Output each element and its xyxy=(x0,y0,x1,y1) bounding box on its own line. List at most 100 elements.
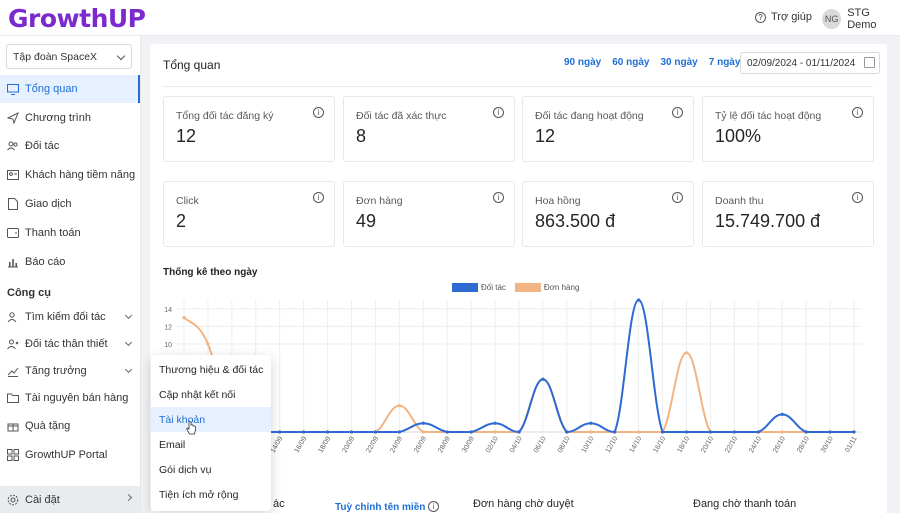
stat-label: Tỷ lệ đối tác hoạt động xyxy=(715,110,822,122)
user-menu[interactable]: NG STG Demo xyxy=(822,7,900,31)
range-60-link[interactable]: 60 ngày xyxy=(612,57,650,68)
monitor-icon xyxy=(7,83,19,95)
trend-icon xyxy=(7,365,19,377)
id-card-icon xyxy=(7,169,19,181)
info-icon[interactable]: i xyxy=(672,192,683,203)
card-title-partial: ác xyxy=(273,498,285,510)
info-icon[interactable]: i xyxy=(493,107,504,118)
stat-label: Hoa hồng xyxy=(535,195,581,207)
x-tick-label: 08/10 xyxy=(557,435,572,454)
x-tick-label: 20/10 xyxy=(700,435,715,454)
data-point xyxy=(302,430,306,434)
x-tick-label: 26/09 xyxy=(413,435,428,454)
info-icon[interactable]: i xyxy=(852,107,863,118)
user-name: STG Demo xyxy=(847,7,877,31)
data-point xyxy=(756,430,760,434)
menu-item-extensions[interactable]: Tiện ích mở rộng xyxy=(159,488,239,501)
data-point xyxy=(397,430,401,434)
sidebar-item-leads[interactable]: Khách hàng tiềm năng xyxy=(0,161,140,189)
date-range-picker[interactable]: 02/09/2024 - 01/11/2024 xyxy=(740,52,880,74)
stat-card: Tổng đối tác đăng ký 12 i xyxy=(163,96,335,162)
help-link[interactable]: ? Trợ giúp xyxy=(755,11,812,23)
org-select[interactable]: Tập đoàn SpaceX xyxy=(6,44,132,69)
data-point xyxy=(637,430,641,434)
users-icon xyxy=(7,140,19,152)
data-point xyxy=(589,430,593,434)
stat-card: Doanh thu 15.749.700 đ i xyxy=(702,181,874,247)
sidebar-item-overview[interactable]: Tổng quan xyxy=(0,75,140,103)
chevron-down-icon xyxy=(116,51,126,61)
data-point xyxy=(421,421,425,425)
x-tick-label: 22/09 xyxy=(365,435,380,454)
sidebar-item-label: Quà tặng xyxy=(25,420,71,432)
stat-label: Đối tác đã xác thực xyxy=(356,110,447,122)
x-tick-label: 24/10 xyxy=(748,435,763,454)
sidebar-item-label: Đối tác xyxy=(25,140,60,152)
help-label: Trợ giúp xyxy=(771,11,813,23)
sidebar-item-find-partners[interactable]: Tìm kiếm đối tác xyxy=(0,303,140,331)
info-icon[interactable]: i xyxy=(493,192,504,203)
stat-label: Tổng đối tác đăng ký xyxy=(176,110,274,122)
user-search-icon xyxy=(7,311,19,323)
range-90-link[interactable]: 90 ngày xyxy=(564,57,602,68)
menu-item-update-connection[interactable]: Cập nhật kết nối xyxy=(159,388,236,401)
sidebar-item-transactions[interactable]: Giao dịch xyxy=(0,190,140,218)
data-point xyxy=(278,430,282,434)
legend-swatch xyxy=(514,283,541,293)
sidebar-item-label: Chương trình xyxy=(25,112,91,124)
range-7-link[interactable]: 7 ngày xyxy=(708,57,741,68)
info-icon[interactable]: i xyxy=(428,501,439,512)
data-point xyxy=(852,430,856,434)
data-point xyxy=(708,430,713,434)
data-point xyxy=(637,298,641,302)
menu-item-brand-partners[interactable]: Thương hiệu & đối tác xyxy=(159,363,264,376)
data-point xyxy=(421,430,425,434)
stat-value: 12 xyxy=(535,126,556,146)
info-icon[interactable]: i xyxy=(672,107,683,118)
sidebar-item-reports[interactable]: Báo cáo xyxy=(0,248,140,276)
gear-icon xyxy=(7,494,19,506)
data-point xyxy=(565,430,569,434)
sidebar-item-label: Cài đặt xyxy=(25,493,60,506)
data-point xyxy=(493,430,497,434)
info-icon[interactable]: i xyxy=(313,107,324,118)
custom-domain-link[interactable]: Tuỳ chỉnh tên miền xyxy=(335,502,426,513)
legend-item-partners[interactable]: Đối tác xyxy=(452,283,506,293)
sidebar-item-programs[interactable]: Chương trình xyxy=(0,104,140,132)
org-select-value: Tập đoàn SpaceX xyxy=(13,51,98,63)
stat-label: Click xyxy=(176,195,199,207)
growthup-logo[interactable]: GrowthUP xyxy=(8,4,146,33)
sidebar-item-growth[interactable]: Tăng trưởng xyxy=(0,357,140,385)
stat-value: 100% xyxy=(715,126,762,146)
sidebar-item-label: Đối tác thân thiết xyxy=(25,338,108,350)
legend-item-orders[interactable]: Đơn hàng xyxy=(514,283,579,293)
menu-item-service-plan[interactable]: Gói dịch vụ xyxy=(159,463,212,476)
x-tick-label: 16/09 xyxy=(294,435,309,454)
folder-icon xyxy=(7,392,19,404)
x-tick-label: 06/10 xyxy=(533,435,548,454)
x-tick-label: 22/10 xyxy=(724,435,739,454)
stat-label: Đơn hàng xyxy=(356,195,403,207)
info-icon[interactable]: i xyxy=(313,192,324,203)
sidebar-item-settings[interactable]: Cài đặt xyxy=(0,486,140,513)
sidebar-item-sales-resources[interactable]: Tài nguyên bán hàng xyxy=(0,384,140,412)
data-point xyxy=(780,430,784,434)
sidebar-item-payments[interactable]: Thanh toán xyxy=(0,219,140,247)
sidebar-item-partners[interactable]: Đối tác xyxy=(0,132,140,160)
data-point xyxy=(206,342,210,346)
data-point xyxy=(684,351,689,355)
range-30-link[interactable]: 30 ngày xyxy=(660,57,698,68)
chart-title: Thống kê theo ngày xyxy=(163,267,258,278)
info-icon[interactable]: i xyxy=(852,192,863,203)
x-tick-label: 14/10 xyxy=(629,435,644,454)
data-point xyxy=(828,430,832,434)
menu-item-email[interactable]: Email xyxy=(159,438,186,451)
data-point xyxy=(613,430,617,434)
data-point xyxy=(325,430,330,434)
sidebar-item-portal[interactable]: GrowthUP Portal xyxy=(0,441,140,469)
sidebar-item-loyal-partners[interactable]: Đối tác thân thiết xyxy=(0,330,140,358)
tools-section-title: Công cụ xyxy=(7,287,51,299)
menu-item-account[interactable]: Tài khoản xyxy=(151,407,271,432)
sidebar-item-gifts[interactable]: Quà tặng xyxy=(0,412,140,440)
data-point xyxy=(732,430,736,434)
